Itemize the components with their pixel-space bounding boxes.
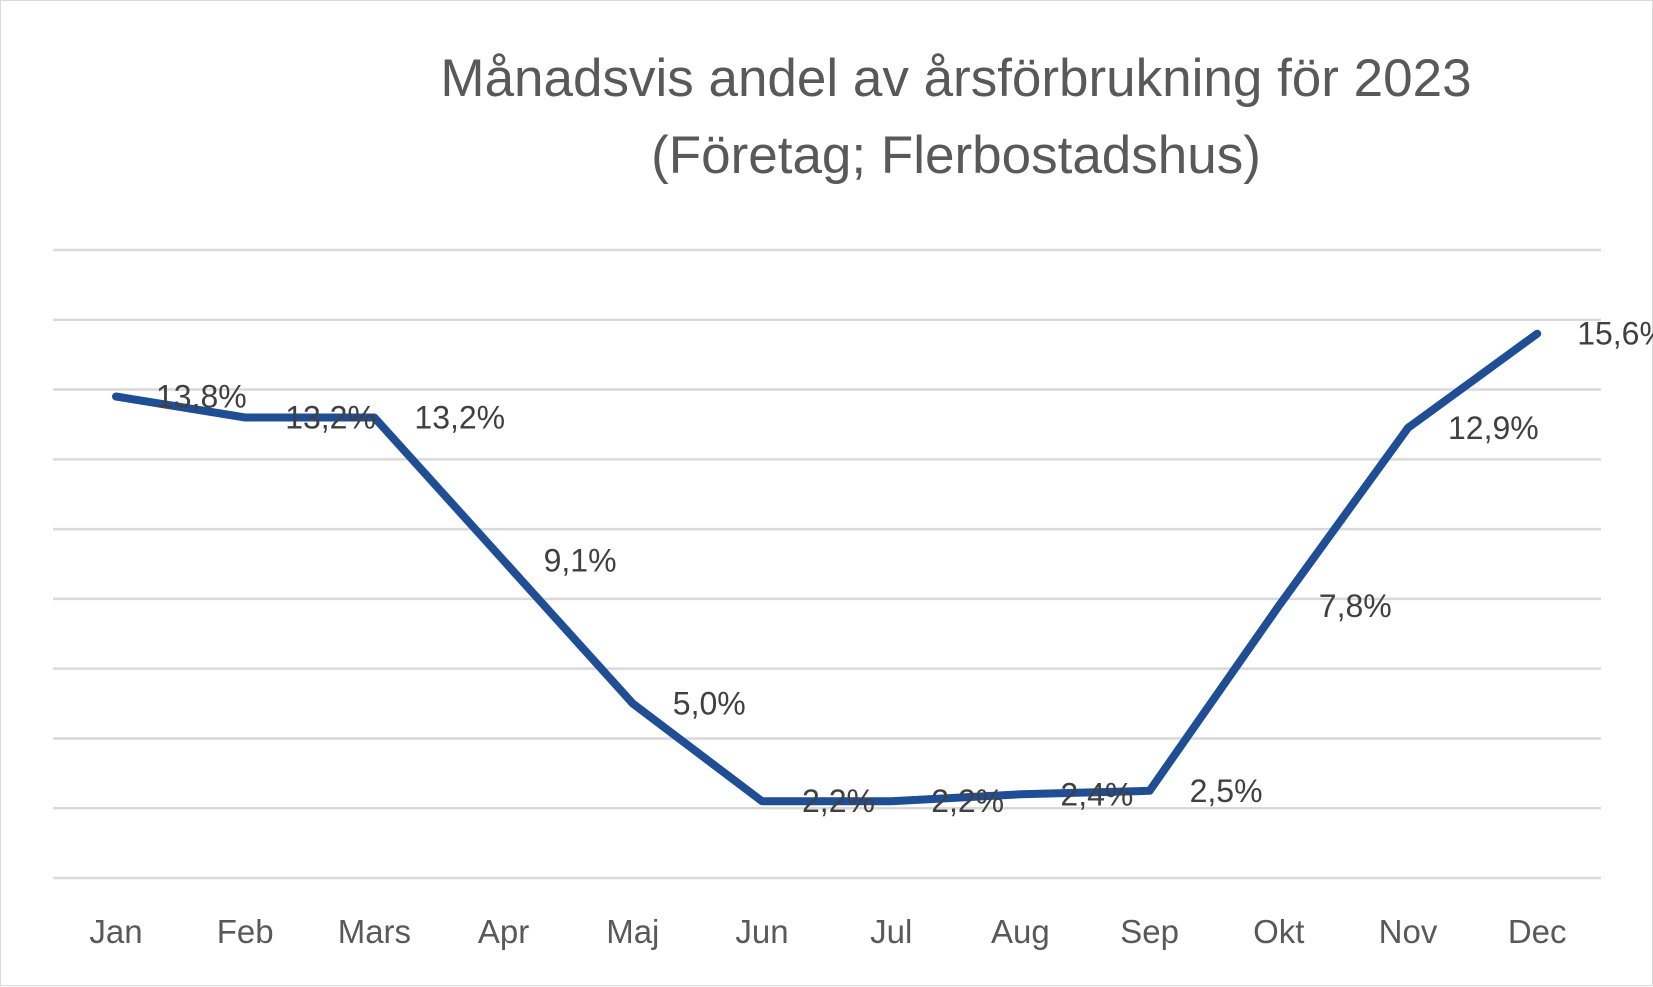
chart-title-line-2: (Företag; Flerbostadshus) bbox=[651, 126, 1261, 185]
x-tick-label: Aug bbox=[991, 913, 1050, 950]
data-label: 5,0% bbox=[673, 686, 746, 722]
data-label: 9,1% bbox=[544, 543, 617, 579]
series-layer bbox=[112, 329, 1542, 806]
x-tick-label: Nov bbox=[1379, 913, 1438, 950]
x-tick-label: Okt bbox=[1253, 913, 1304, 950]
data-label: 2,4% bbox=[1060, 776, 1133, 812]
x-tick-label: Maj bbox=[606, 913, 659, 950]
series-line bbox=[112, 329, 1542, 806]
x-tick-label: Sep bbox=[1120, 913, 1179, 950]
data-label: 2,5% bbox=[1190, 773, 1263, 809]
x-tick-label: Apr bbox=[478, 913, 529, 950]
x-tick-label: Jan bbox=[89, 913, 142, 950]
data-label: 15,6% bbox=[1577, 316, 1653, 352]
x-tick-label: Mars bbox=[338, 913, 411, 950]
x-tick-label: Feb bbox=[217, 913, 274, 950]
data-label: 7,8% bbox=[1319, 588, 1392, 624]
data-label: 13,2% bbox=[285, 399, 376, 435]
data-label: 2,2% bbox=[931, 783, 1004, 819]
x-tick-label: Jul bbox=[870, 913, 912, 950]
x-tick-label: Jun bbox=[735, 913, 788, 950]
x-tick-label: Dec bbox=[1508, 913, 1567, 950]
data-labels: 13,8% 13,2% 13,2% 9,1% 5,0% 2,2% 2,2% 2,4% 2,5% 7… bbox=[156, 316, 1653, 820]
x-axis: Jan Feb Mars Apr Maj Jun Jul Aug Sep Okt Nov Dec bbox=[89, 913, 1566, 950]
chart-title-line-1: Månadsvis andel av årsförbrukning för 20… bbox=[440, 49, 1471, 108]
data-label: 13,8% bbox=[156, 379, 247, 415]
gridlines bbox=[53, 248, 1601, 880]
data-label: 12,9% bbox=[1448, 410, 1539, 446]
data-label: 2,2% bbox=[802, 783, 875, 819]
data-label: 13,2% bbox=[414, 399, 505, 435]
